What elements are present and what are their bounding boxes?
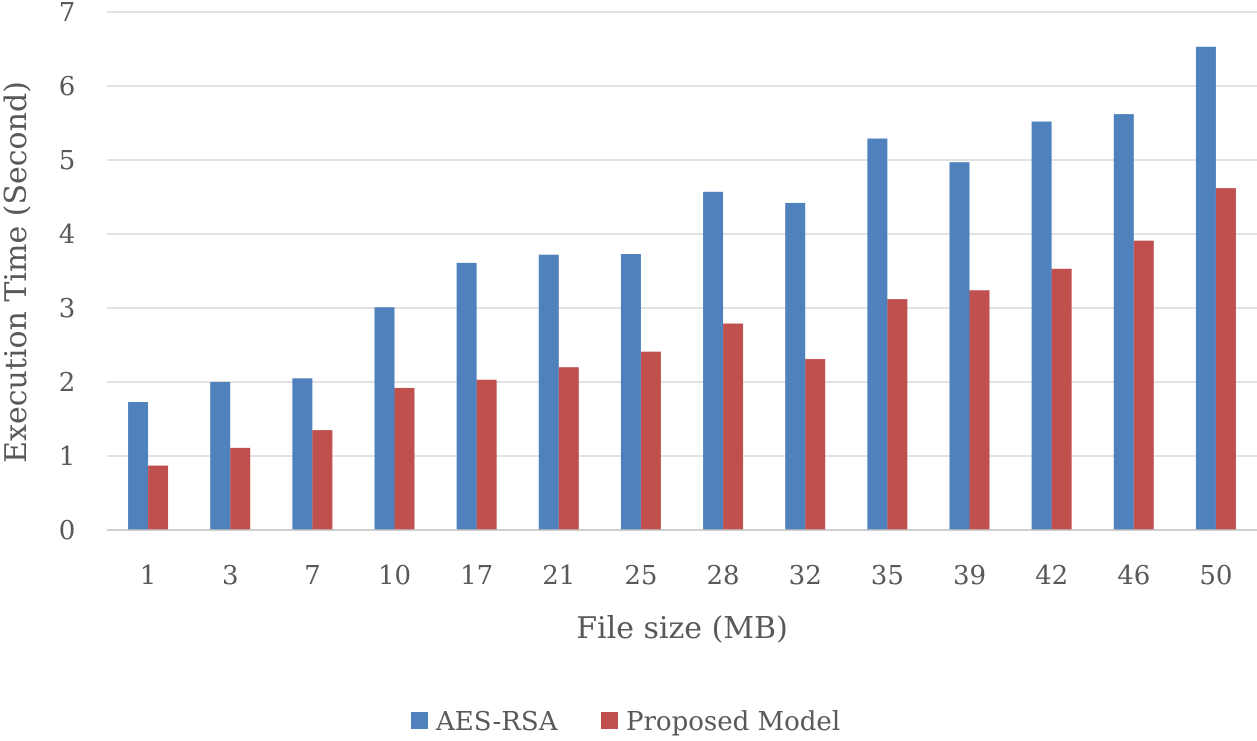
bar-aes-rsa-25	[620, 253, 641, 531]
legend: AES-RSA Proposed Model	[411, 707, 840, 737]
x-tick-label: 35	[871, 561, 904, 591]
x-axis-ticks: 1 3 7 10 17 21 25 28 32 35 39 42 46 50	[140, 561, 1233, 591]
series-proposed-model	[148, 188, 1236, 530]
y-tick-label: 6	[59, 72, 76, 102]
bar-aes-rsa-46	[1113, 114, 1134, 531]
bar-aes-rsa-3	[210, 382, 231, 530]
bar-proposed-model-46	[1133, 240, 1154, 530]
x-axis-title: File size (MB)	[576, 611, 788, 646]
x-tick-label: 25	[624, 561, 657, 591]
bar-proposed-model-7	[312, 430, 333, 530]
x-tick-label: 46	[1117, 561, 1150, 591]
x-tick-label: 1	[140, 561, 157, 591]
legend-swatch-aes-rsa	[411, 712, 428, 729]
bar-aes-rsa-32	[785, 202, 806, 531]
legend-label-proposed-model: Proposed Model	[626, 707, 840, 737]
bar-aes-rsa-35	[867, 138, 888, 531]
bar-proposed-model-35	[887, 299, 908, 530]
x-tick-label: 17	[460, 561, 493, 591]
bars	[128, 46, 1236, 531]
bar-aes-rsa-10	[374, 307, 395, 530]
x-tick-label: 39	[953, 561, 986, 591]
bar-aes-rsa-1	[128, 401, 149, 530]
y-axis-title: Execution Time (Second)	[0, 81, 34, 463]
bar-proposed-model-50	[1215, 188, 1236, 530]
x-tick-label: 50	[1199, 561, 1232, 591]
x-tick-label: 7	[304, 561, 321, 591]
bar-proposed-model-32	[805, 359, 826, 530]
bar-proposed-model-10	[394, 387, 415, 530]
y-tick-label: 7	[59, 0, 76, 28]
x-tick-label: 21	[542, 561, 575, 591]
bar-proposed-model-39	[969, 290, 990, 530]
bar-aes-rsa-28	[703, 191, 724, 530]
bar-proposed-model-28	[723, 323, 744, 530]
y-tick-label: 3	[59, 294, 76, 324]
y-tick-label: 5	[59, 146, 76, 176]
y-tick-label: 0	[59, 516, 76, 546]
bar-proposed-model-1	[148, 465, 169, 530]
bar-proposed-model-3	[230, 447, 251, 530]
bar-aes-rsa-17	[456, 262, 477, 530]
bar-aes-rsa-7	[292, 378, 313, 530]
bar-aes-rsa-39	[949, 162, 970, 530]
y-tick-label: 4	[59, 220, 76, 250]
x-tick-label: 28	[707, 561, 740, 591]
series-aes-rsa	[128, 46, 1216, 531]
bar-proposed-model-21	[558, 367, 579, 530]
bar-proposed-model-25	[640, 351, 661, 530]
y-tick-label: 1	[59, 442, 76, 472]
gridlines	[107, 11, 1257, 457]
bar-aes-rsa-50	[1195, 46, 1216, 530]
x-tick-label: 10	[378, 561, 411, 591]
y-tick-label: 2	[59, 368, 76, 398]
legend-swatch-proposed-model	[601, 712, 618, 729]
x-tick-label: 32	[789, 561, 822, 591]
bar-aes-rsa-21	[538, 254, 559, 530]
x-tick-label: 42	[1035, 561, 1068, 591]
bar-aes-rsa-42	[1031, 121, 1052, 531]
x-tick-label: 3	[222, 561, 239, 591]
bar-proposed-model-17	[476, 379, 497, 530]
legend-label-aes-rsa: AES-RSA	[435, 707, 559, 737]
bar-proposed-model-42	[1051, 268, 1072, 530]
y-axis-ticks: 0 1 2 3 4 5 6 7	[59, 0, 76, 546]
